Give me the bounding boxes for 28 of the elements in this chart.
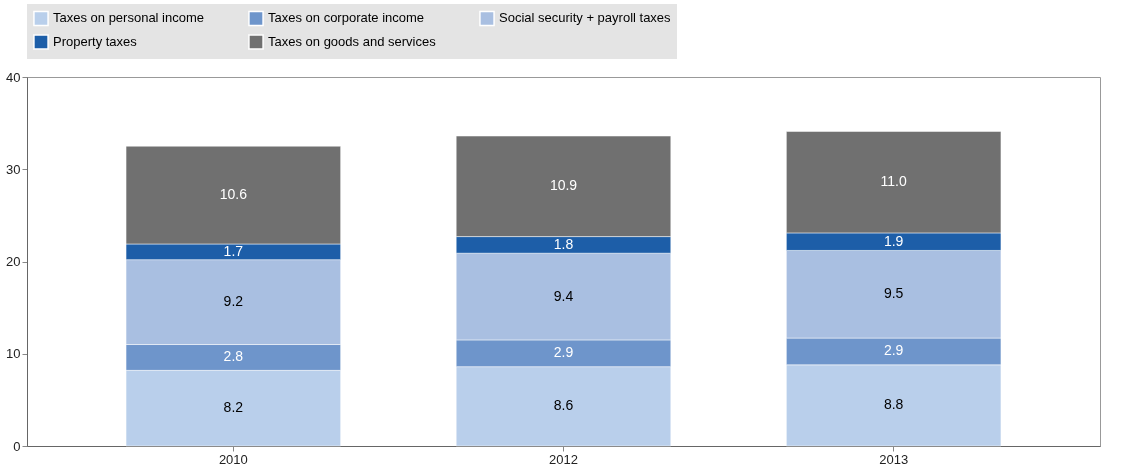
data-label: 1.8 bbox=[553, 235, 574, 252]
y-tick-label: 30 bbox=[6, 161, 21, 177]
legend-label: Taxes on goods and services bbox=[268, 34, 437, 49]
data-label: 1.7 bbox=[223, 242, 244, 259]
data-label: 11.0 bbox=[880, 173, 907, 190]
legend-label: Taxes on personal income bbox=[53, 10, 205, 26]
y-tick-label: 0 bbox=[13, 438, 21, 454]
data-label: 8.2 bbox=[223, 399, 244, 416]
x-tick-label: 2010 bbox=[218, 451, 248, 467]
data-label: 10.9 bbox=[549, 177, 578, 194]
legend-label: Property taxes bbox=[53, 34, 138, 49]
data-label: 9.2 bbox=[223, 293, 244, 310]
data-label: 8.8 bbox=[883, 396, 904, 413]
y-tick-label: 20 bbox=[6, 254, 21, 269]
data-label: 2.9 bbox=[883, 342, 904, 359]
y-tick-label: 10 bbox=[6, 346, 21, 362]
data-label: 2.8 bbox=[223, 348, 244, 365]
data-label: 2.9 bbox=[553, 344, 574, 361]
data-label: 10.6 bbox=[219, 186, 248, 203]
data-label: 1.9 bbox=[883, 232, 904, 249]
x-tick-label: 2012 bbox=[549, 451, 578, 467]
y-tick-label: 40 bbox=[6, 69, 21, 85]
data-label: 8.6 bbox=[553, 397, 574, 414]
x-tick-label: 2013 bbox=[879, 451, 909, 467]
legend-label: Taxes on corporate income bbox=[268, 10, 425, 26]
data-label: 9.5 bbox=[883, 285, 904, 302]
data-label: 9.4 bbox=[553, 287, 574, 304]
legend-label: Social security + payroll taxes bbox=[499, 10, 672, 26]
